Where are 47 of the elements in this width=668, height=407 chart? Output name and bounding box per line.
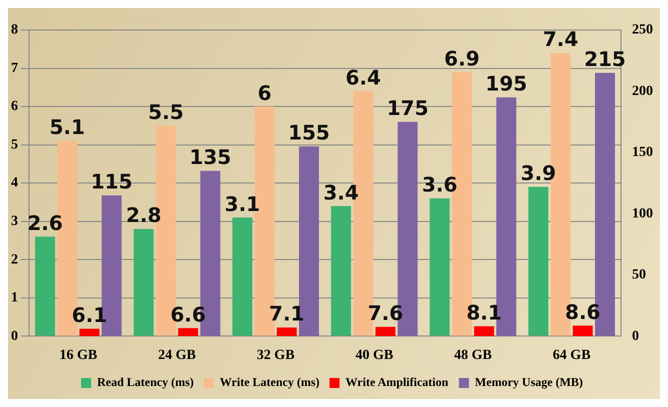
data-label: 3.1 [224,192,260,216]
y2-tick-label: 0 [632,328,639,344]
legend-label: Write Amplification [346,375,449,390]
data-label: 3.4 [323,180,359,204]
data-label: 2.6 [27,210,63,235]
y-tick-label: 2 [11,252,18,268]
y2-tick-label: 200 [632,84,653,99]
data-label: 7.6 [368,301,404,326]
y-tick-label: 1 [11,290,18,306]
data-label: 155 [288,120,330,145]
y-tick-label: 0 [11,328,18,344]
y-tick-label: 5 [11,137,18,152]
y2-tick-label: 50 [632,268,646,283]
x-tick-label: 16 GB [59,348,98,364]
data-label: 7.4 [542,27,578,52]
y-tick-label: 6 [11,99,18,114]
y-tick-label: 8 [11,22,18,38]
legend-label: Memory Usage (MB) [474,375,583,390]
x-tick-label: 64 GB [552,348,591,364]
x-tick-label: 40 GB [355,348,394,364]
data-label: 2.8 [126,203,162,228]
data-label: 6.1 [72,302,108,327]
data-label: 175 [386,96,429,120]
data-label: 6 [258,80,272,105]
data-label: 5.1 [50,115,85,140]
x-tick-label: 24 GB [158,348,196,364]
x-tick-label: 48 GB [454,348,492,364]
y-tick-label: 7 [11,60,18,76]
data-label: 215 [584,47,626,72]
data-label: 3.9 [520,161,556,186]
data-label: 5.5 [148,100,184,124]
x-tick-label: 32 GB [256,348,295,364]
legend-label: Write Latency (ms) [220,375,320,390]
y2-tick-label: 150 [632,145,653,160]
data-label: 6.4 [346,65,381,90]
data-label: 6.6 [170,302,206,326]
data-label: 3.6 [422,172,458,197]
data-label: 195 [485,72,528,96]
legend-label: Read Latency (ms) [97,375,194,390]
y2-tick-label: 100 [632,206,653,222]
data-label: 135 [189,145,232,170]
data-label: 7.1 [269,302,304,326]
data-label: 115 [90,170,133,194]
data-label: 6.9 [444,46,480,70]
y-tick-label: 4 [11,176,18,191]
y2-tick-label: 250 [632,22,653,38]
y-tick-label: 3 [11,214,18,229]
